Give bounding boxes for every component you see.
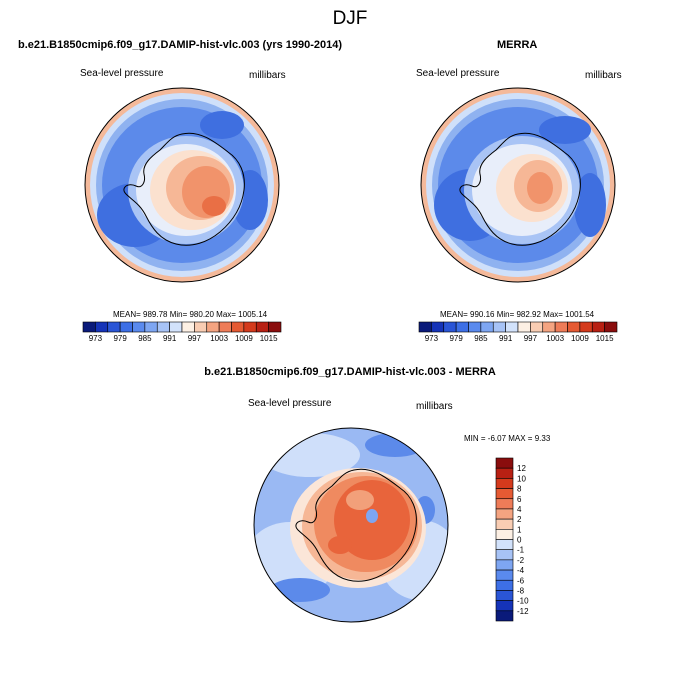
panel2-colorbar-tick-label: 1015 (596, 334, 614, 343)
panel1-colorbar-swatch (231, 321, 245, 333)
panel2-title: MERRA (497, 39, 538, 51)
panel3-colorbar-swatch (495, 518, 514, 530)
panel2-colorbar-swatch (604, 321, 618, 333)
panel3-colorbar-tick-label: -8 (517, 586, 525, 595)
panel2-colorbar-swatch (567, 321, 581, 333)
panel1-colorbar-swatch (156, 321, 170, 333)
panel1-colorbar-swatch (268, 321, 282, 333)
panel2-colorbar-swatch (517, 321, 531, 333)
panel3-map (253, 427, 449, 623)
panel2-variable-label: Sea-level pressure (416, 68, 500, 79)
panel2-colorbar-swatch (455, 321, 469, 333)
panel2-colorbar-tick-label: 985 (474, 334, 488, 343)
panel2-stats: MEAN= 990.16 Min= 982.92 Max= 1001.54 (440, 310, 595, 319)
panel2-map (420, 87, 616, 283)
panel1-colorbar-tick-label: 991 (163, 334, 177, 343)
panel2-colorbar: 973 979 985 991 997 1003 1009 1015 (418, 321, 618, 343)
panel3-colorbar-swatch (495, 600, 514, 612)
panel2-colorbar-swatch (530, 321, 544, 333)
panel1-colorbar-tick-label: 1015 (260, 334, 278, 343)
panel2-colorbar-swatch (431, 321, 445, 333)
panel3-colorbar-tick-label: 1 (517, 525, 522, 534)
panel1-colorbar-swatch (95, 321, 109, 333)
panel1-colorbar-swatch (107, 321, 121, 333)
panel3-colorbar-tick-label: -6 (517, 576, 525, 585)
panel2-colorbar-swatch (591, 321, 605, 333)
panel3-colorbar-swatch (495, 498, 514, 510)
panel1-colorbar-swatch (119, 321, 133, 333)
panel2-colorbar-swatch (542, 321, 556, 333)
panel3-colorbar-swatch (495, 529, 514, 540)
panel3-stats: MIN = -6.07 MAX = 9.33 (464, 434, 551, 443)
panel2-colorbar-tick-label: 997 (524, 334, 538, 343)
panel3-colorbar-swatch (495, 590, 514, 601)
panel3-colorbar-swatch (495, 539, 514, 550)
panel3-colorbar-swatch (495, 457, 514, 469)
panel3-colorbar-swatch (495, 549, 514, 561)
panel1-colorbar-swatch (206, 321, 220, 333)
panel3-variable-label: Sea-level pressure (248, 398, 332, 409)
panel1-units-label: millibars (249, 70, 286, 81)
panel2-colorbar-swatch (418, 321, 432, 333)
panel2-colorbar-tick-label: 979 (449, 334, 463, 343)
panel1-colorbar-tick-label: 997 (188, 334, 202, 343)
panel3-colorbar-tick-label: -2 (517, 556, 525, 565)
panel3-colorbar-swatch (495, 610, 514, 622)
panel1-colorbar-tick-label: 1009 (235, 334, 253, 343)
panel1-colorbar-swatch (218, 321, 232, 333)
panel1-variable-label: Sea-level pressure (80, 68, 164, 79)
panel1-colorbar-swatch (243, 321, 257, 333)
panel1-colorbar-swatch (255, 321, 269, 333)
panel1-colorbar-swatch (82, 321, 96, 333)
panel3-colorbar-tick-label: 8 (517, 485, 522, 494)
panel2-colorbar-swatch (480, 321, 494, 333)
panel1-colorbar-swatch (181, 321, 195, 333)
panel1-colorbar-tick-label: 1003 (210, 334, 228, 343)
panel3-colorbar-swatch (495, 488, 514, 500)
panel2-colorbar-tick-label: 1003 (546, 334, 564, 343)
panel2-colorbar-swatch (468, 321, 482, 333)
panel2-colorbar-tick-label: 973 (425, 334, 439, 343)
panel3-colorbar-tick-label: 12 (517, 464, 526, 473)
panel3-colorbar-swatch (495, 569, 514, 581)
panel1-map (84, 87, 280, 283)
panel1-stats: MEAN= 989.78 Min= 980.20 Max= 1005.14 (113, 310, 268, 319)
page-title: DJF (332, 8, 368, 29)
panel3-colorbar-swatch (495, 478, 514, 489)
panel2-units-label: millibars (585, 70, 622, 81)
panel3-colorbar-tick-label: -12 (517, 607, 529, 616)
panel3-colorbar-tick-label: -1 (517, 546, 525, 555)
panel2-colorbar-swatch (443, 321, 457, 333)
panel3-colorbar-swatch (495, 467, 514, 479)
panel3-colorbar-tick-label: 6 (517, 495, 522, 504)
panel2-colorbar-swatch (554, 321, 568, 333)
panel3-colorbar-swatch (495, 559, 514, 571)
panel1-colorbar-swatch (169, 321, 183, 333)
panel3-units-label: millibars (416, 401, 453, 412)
panel3-colorbar-tick-label: 2 (517, 515, 522, 524)
panel2-colorbar-swatch (579, 321, 593, 333)
panel3-colorbar-tick-label: 4 (517, 505, 522, 514)
panel2-colorbar-tick-label: 1009 (571, 334, 589, 343)
panel1-colorbar-tick-label: 979 (113, 334, 127, 343)
panel1-colorbar-tick-label: 973 (89, 334, 103, 343)
panel3-colorbar-tick-label: 0 (517, 536, 522, 545)
panel3-colorbar-tick-label: -4 (517, 566, 525, 575)
panel2-colorbar-swatch (505, 321, 519, 333)
panel1-colorbar-swatch (144, 321, 158, 333)
panel1-colorbar: 973 979 985 991 997 1003 1009 1015 (82, 321, 282, 343)
panel1-colorbar-tick-label: 985 (138, 334, 152, 343)
panel1-title: b.e21.B1850cmip6.f09_g17.DAMIP-hist-vlc.… (18, 39, 343, 51)
panel1-colorbar-swatch (194, 321, 208, 333)
panel2-colorbar-swatch (492, 321, 506, 333)
panel3-colorbar-tick-label: 10 (517, 474, 526, 483)
panel3-colorbar-tick-label: -10 (517, 597, 529, 606)
panel3-colorbar-swatch (495, 579, 514, 591)
panel3-colorbar-swatch (495, 508, 514, 520)
panel1-colorbar-swatch (132, 321, 146, 333)
panel3-title: b.e21.B1850cmip6.f09_g17.DAMIP-hist-vlc.… (204, 366, 496, 378)
panel2-colorbar-tick-label: 991 (499, 334, 513, 343)
